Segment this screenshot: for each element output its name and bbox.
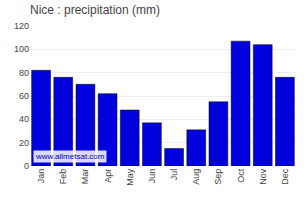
svg-text:Nice : precipitation (mm): Nice : precipitation (mm) bbox=[30, 3, 160, 17]
svg-text:www.allmetsat.com: www.allmetsat.com bbox=[35, 152, 105, 161]
svg-text:Jun: Jun bbox=[147, 169, 157, 184]
svg-text:Jul: Jul bbox=[169, 169, 179, 181]
svg-text:60: 60 bbox=[19, 91, 29, 101]
svg-text:Nov: Nov bbox=[258, 168, 268, 185]
svg-text:120: 120 bbox=[14, 21, 29, 31]
svg-text:0: 0 bbox=[24, 161, 29, 171]
svg-text:Aug: Aug bbox=[191, 169, 201, 185]
svg-text:Oct: Oct bbox=[236, 168, 246, 183]
svg-text:Feb: Feb bbox=[58, 169, 68, 185]
svg-text:Apr: Apr bbox=[103, 169, 113, 183]
svg-text:Mar: Mar bbox=[80, 169, 90, 185]
svg-text:40: 40 bbox=[19, 114, 29, 124]
svg-text:80: 80 bbox=[19, 68, 29, 78]
svg-text:20: 20 bbox=[19, 138, 29, 148]
svg-text:Sep: Sep bbox=[213, 169, 223, 185]
svg-text:100: 100 bbox=[14, 44, 29, 54]
svg-text:Jan: Jan bbox=[36, 169, 46, 184]
svg-text:May: May bbox=[125, 168, 135, 186]
svg-text:Dec: Dec bbox=[280, 168, 290, 185]
